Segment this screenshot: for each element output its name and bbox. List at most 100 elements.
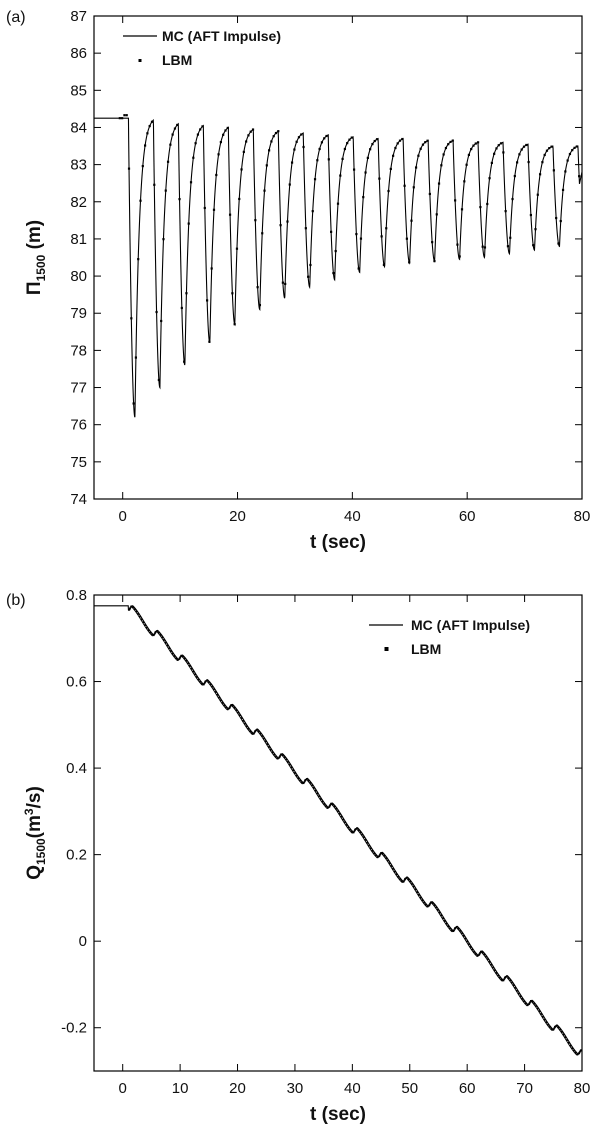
lbm-point-a [440, 164, 443, 167]
lbm-point-b [366, 841, 369, 844]
lbm-point-b [499, 976, 501, 979]
lbm-point-b [176, 659, 179, 661]
lbm-point-b [571, 1047, 574, 1050]
lbm-point-b [257, 730, 260, 733]
lbm-point-b [157, 631, 160, 634]
lbm-point-b [133, 608, 136, 611]
lbm-point-a [398, 139, 402, 142]
lbm-point-b [137, 613, 140, 615]
lbm-point-b [192, 670, 195, 673]
lbm-point-a [290, 161, 294, 164]
lbm-point-a [171, 133, 174, 136]
lbm-point-b [168, 647, 171, 650]
plot-area-a [94, 114, 583, 418]
x-tick-label: 60 [459, 1080, 476, 1097]
lbm-point-b [426, 905, 429, 908]
lbm-point-a [268, 149, 271, 152]
lbm-point-a [160, 319, 163, 323]
lbm-point-b [245, 725, 248, 728]
legend-marker-icon-a [138, 59, 142, 62]
lbm-point-a [371, 142, 374, 146]
lbm-point-b [528, 1002, 531, 1005]
lbm-point-b [249, 730, 252, 732]
lbm-point-b [350, 830, 353, 833]
lbm-point-b [357, 829, 360, 832]
lbm-point-a [392, 154, 395, 157]
lbm-point-b [399, 878, 401, 880]
lbm-point-b [559, 1028, 562, 1031]
lbm-point-b [516, 989, 519, 992]
lbm-point-b [287, 761, 289, 763]
lbm-point-b [517, 992, 520, 995]
lbm-point-b [509, 979, 512, 982]
lbm-point-b [242, 719, 245, 722]
lbm-point-a [573, 146, 576, 149]
lbm-point-b [321, 800, 324, 803]
lbm-point-a [454, 199, 457, 202]
lbm-point-b [190, 667, 193, 670]
lbm-point-b [252, 732, 255, 735]
lbm-point-a [385, 227, 388, 230]
lbm-point-b [197, 678, 200, 681]
lbm-point-a [313, 178, 317, 181]
y-tick-label: 85 [70, 82, 87, 99]
x-tick-label: 0 [119, 1080, 127, 1097]
lbm-point-a [378, 177, 381, 180]
lbm-point-b [349, 828, 351, 831]
lbm-point-b [166, 644, 169, 647]
lbm-point-a [375, 138, 379, 141]
lbm-point-a [228, 213, 232, 216]
lbm-point-b [178, 657, 181, 660]
lbm-point-a [284, 282, 287, 286]
lbm-point-a [472, 144, 475, 147]
lbm-point-b [536, 1007, 539, 1010]
lbm-point-a [414, 166, 418, 169]
y-tick-label: 81 [70, 231, 87, 248]
lbm-point-b [526, 1004, 529, 1007]
lbm-point-b [311, 784, 314, 787]
x-tick-label: 20 [229, 1080, 246, 1097]
lbm-point-a [474, 142, 477, 145]
lbm-point-b [295, 774, 298, 777]
lbm-point-b [471, 948, 474, 951]
lbm-point-b [533, 1002, 536, 1005]
lbm-point-b [531, 1000, 534, 1003]
lbm-point-b [387, 859, 389, 862]
lbm-point-a [277, 130, 280, 133]
lbm-point-a [265, 164, 268, 167]
lbm-point-b [271, 751, 274, 754]
lbm-point-b [449, 927, 451, 930]
lbm-point-b [207, 681, 210, 684]
lbm-point-b [156, 630, 159, 632]
lbm-point-b [330, 802, 333, 805]
lbm-point-b [414, 888, 417, 891]
series-markers-lbm-b [128, 605, 582, 1056]
lbm-point-a [272, 135, 275, 138]
lbm-point-b [371, 850, 374, 852]
lbm-point-b [281, 754, 284, 757]
lbm-point-b [431, 902, 434, 905]
y-tick-label: 75 [70, 454, 87, 471]
lbm-point-a [518, 153, 521, 156]
plot-area-b [94, 605, 583, 1056]
panel-a: (a) 74 75 76 77 78 79 80 81 82 83 84 85 86 87 0 20 40 60… [6, 8, 590, 553]
lbm-point-a [364, 171, 367, 174]
y-axis-label-a-sub: 1500 [34, 254, 48, 281]
lbm-point-b [130, 605, 133, 608]
lbm-point-b [474, 953, 477, 955]
lbm-point-b [505, 975, 508, 978]
lbm-point-b [543, 1018, 546, 1021]
plot-frame-a [93, 15, 583, 500]
lbm-point-b [438, 911, 441, 914]
lbm-point-b [206, 679, 208, 682]
lbm-point-a [325, 134, 328, 138]
lbm-point-a [527, 160, 530, 164]
lbm-point-a [318, 147, 321, 151]
lbm-point-a [369, 148, 372, 151]
lbm-point-b [485, 955, 488, 958]
lbm-point-a [476, 141, 480, 144]
lbm-point-b [523, 1000, 525, 1003]
lbm-point-b [418, 894, 420, 896]
lbm-point-b [547, 1023, 550, 1026]
y-tick-label: 76 [70, 417, 87, 434]
